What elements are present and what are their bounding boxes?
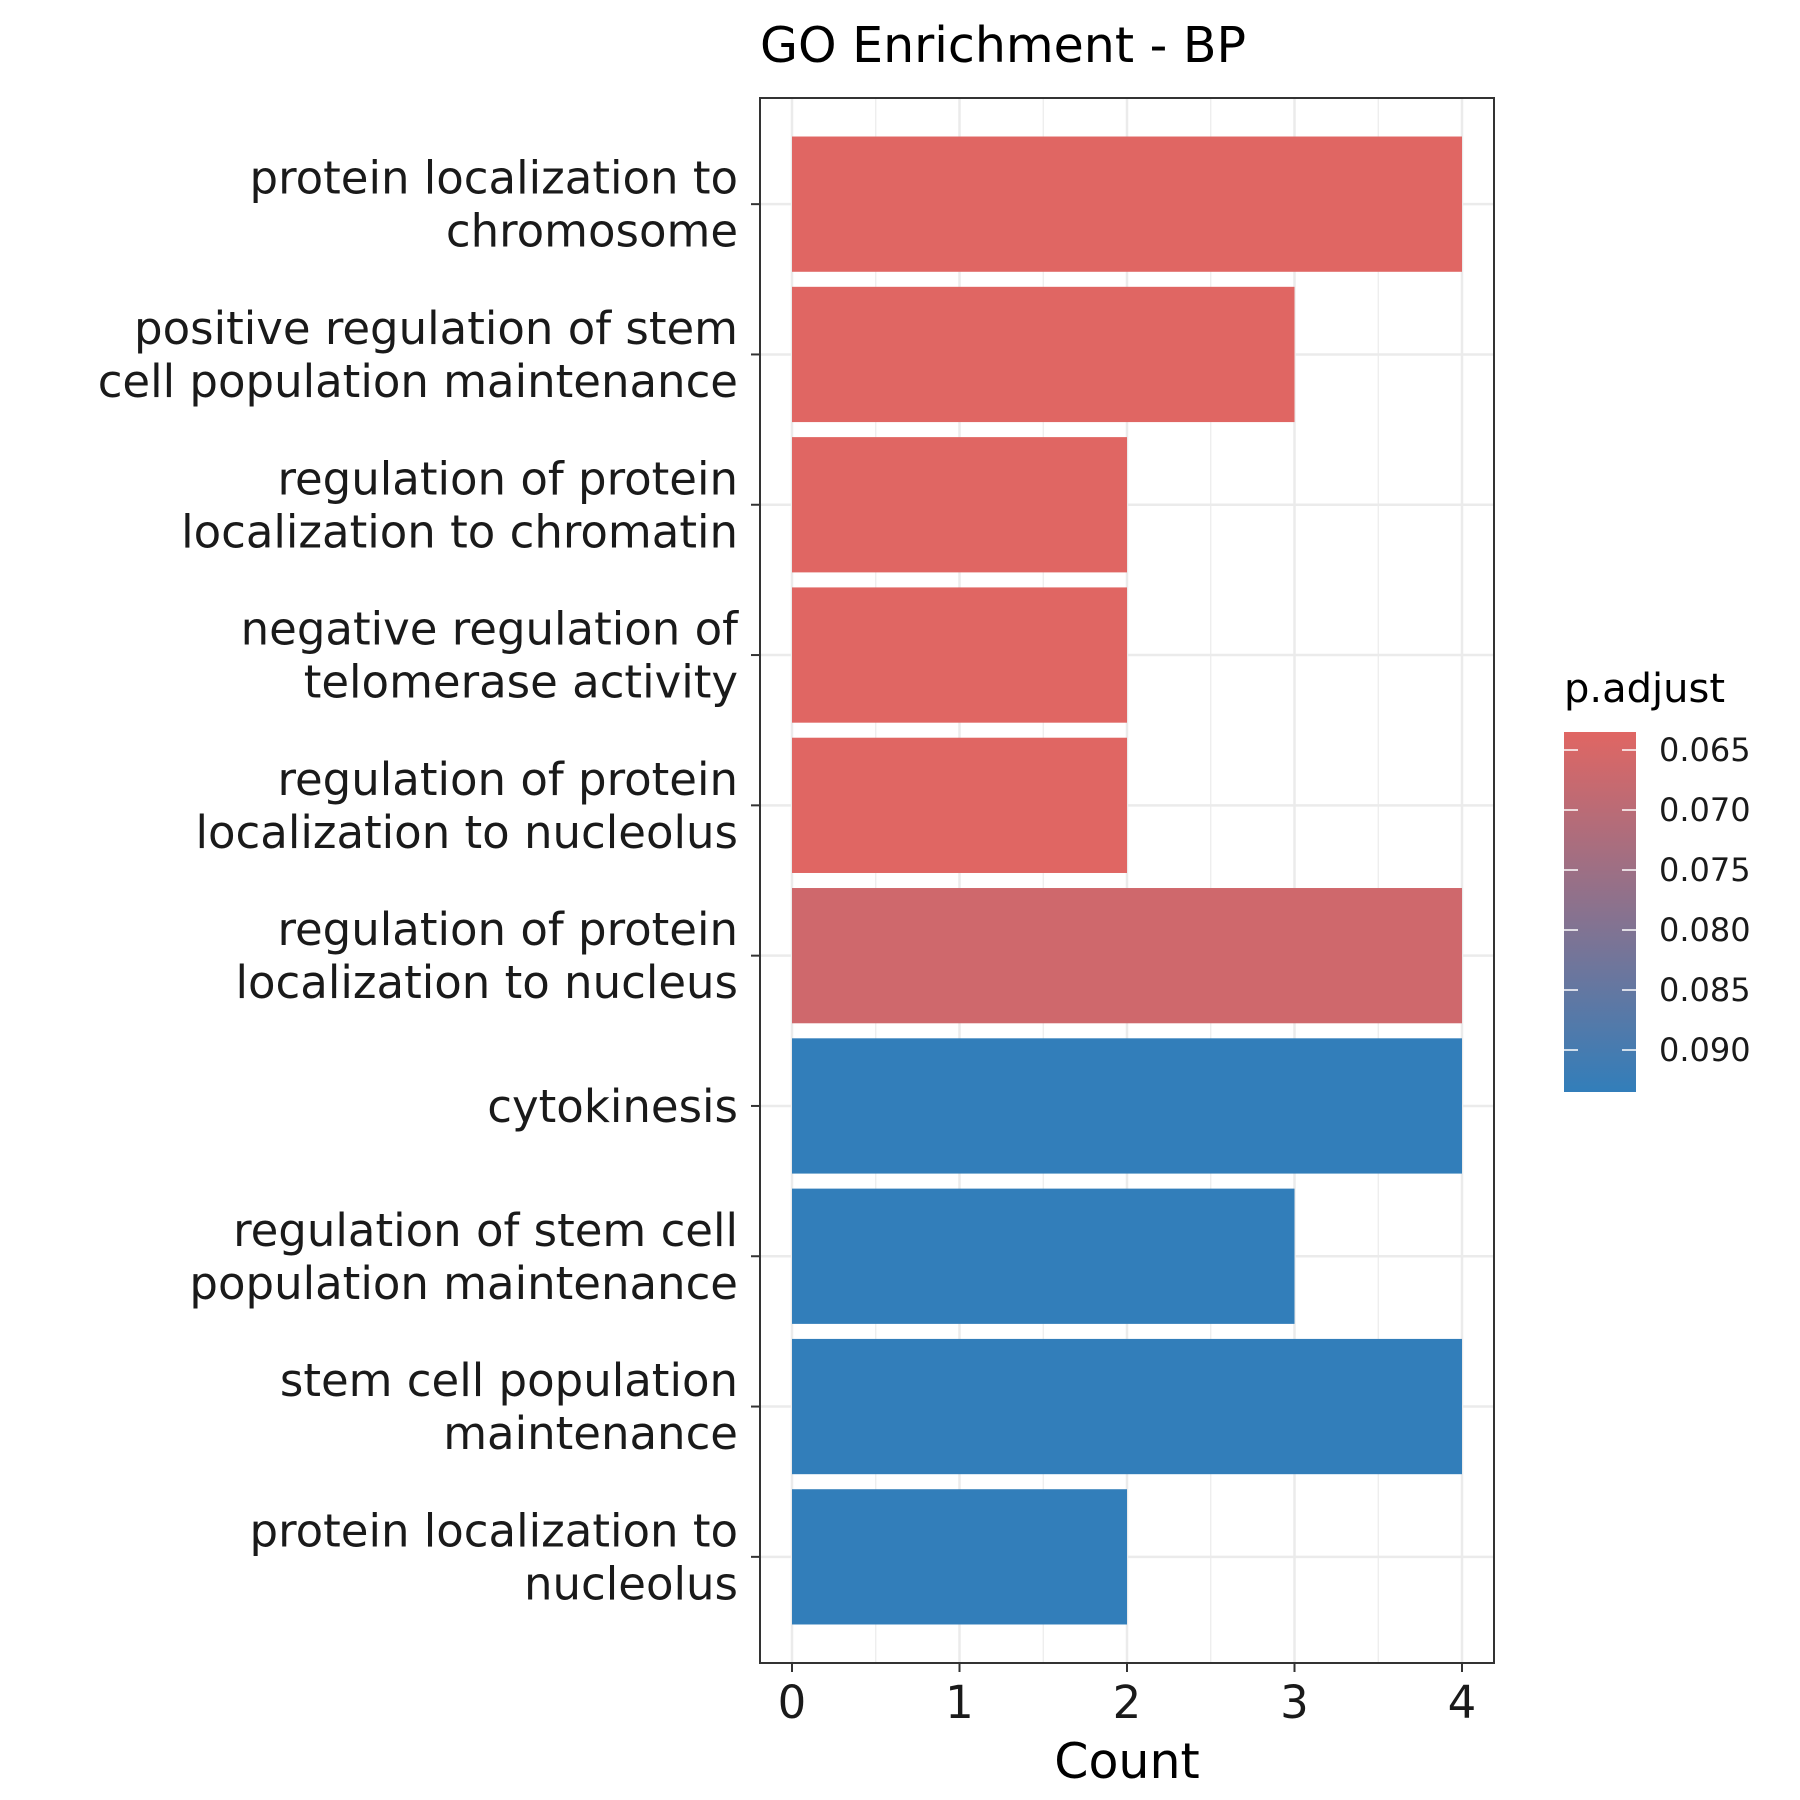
x-axis-title: Count: [1054, 1733, 1200, 1790]
y-tick-label: stem cell population maintenance: [280, 1354, 738, 1460]
bars: [792, 136, 1462, 1625]
y-tick-label-line: population maintenance: [189, 1257, 738, 1310]
bar: [792, 1038, 1462, 1174]
x-tick-label: 3: [1280, 1676, 1309, 1729]
y-tick-label-line: cell population maintenance: [98, 355, 738, 408]
y-tick-label-line: negative regulation of: [241, 603, 740, 656]
y-tick-label: cytokinesis: [487, 1080, 738, 1133]
legend-tick-label: 0.090: [1659, 1031, 1751, 1069]
legend-tick-label: 0.075: [1659, 851, 1751, 889]
y-axis: protein localization to chromosomepositiv…: [98, 152, 760, 1610]
x-tick-label: 1: [945, 1676, 974, 1729]
y-tick-label-line: positive regulation of stem: [134, 302, 738, 355]
y-tick-label-line: maintenance: [443, 1407, 738, 1460]
legend-tick-label: 0.080: [1659, 911, 1751, 949]
y-tick-label: protein localization to nucleolus: [250, 1504, 739, 1610]
legend-title: p.adjust: [1564, 666, 1725, 712]
x-tick-label: 4: [1448, 1676, 1477, 1729]
y-tick-label-line: protein localization to: [250, 152, 739, 205]
y-tick-label-line: localization to chromatin: [181, 505, 738, 558]
y-tick-label-line: chromosome: [446, 205, 738, 258]
legend-colorbar: [1564, 732, 1636, 1092]
y-tick-label-line: localization to nucleolus: [195, 806, 738, 859]
y-tick-label: regulation of protein localization to chr…: [181, 452, 738, 558]
y-tick-label-line: stem cell population: [280, 1354, 738, 1407]
y-tick-label-line: regulation of protein: [277, 903, 738, 956]
legend-tick-label: 0.085: [1659, 971, 1751, 1009]
legend-ticks: 0.065 0.070 0.075 0.080 0.085 0.090: [1564, 731, 1751, 1069]
y-tick-label: regulation of protein localization to nuc…: [195, 753, 738, 859]
y-tick-label-line: localization to nucleus: [236, 956, 738, 1009]
y-tick-label: negative regulation of telomerase activit…: [241, 603, 740, 709]
legend-tick-label: 0.065: [1659, 731, 1751, 769]
y-tick-label-line: regulation of protein: [277, 452, 738, 505]
x-tick-label: 2: [1113, 1676, 1142, 1729]
y-tick-label: regulation of protein localization to nuc…: [236, 903, 738, 1009]
bar: [792, 737, 1127, 873]
x-tick-label: 0: [778, 1676, 807, 1729]
bar: [792, 136, 1462, 272]
x-axis: 0 1 2 3 4: [778, 1663, 1477, 1729]
y-tick-label-line: regulation of protein: [277, 753, 738, 806]
legend: p.adjust 0.065 0.070 0.075 0.080 0.085 0.090: [1564, 666, 1751, 1092]
bar: [792, 1188, 1295, 1324]
y-tick-label-line: regulation of stem cell: [233, 1204, 738, 1257]
y-tick-label-line: nucleolus: [524, 1557, 738, 1610]
legend-tick-label: 0.070: [1659, 791, 1751, 829]
bar: [792, 437, 1127, 573]
y-tick-label: protein localization to chromosome: [250, 152, 739, 258]
bar: [792, 1338, 1462, 1475]
y-tick-label: regulation of stem cell population mainte…: [189, 1204, 738, 1310]
bar: [792, 1489, 1127, 1625]
y-tick-label-line: protein localization to: [250, 1504, 739, 1557]
chart-title: GO Enrichment - BP: [760, 17, 1246, 74]
y-tick-label: positive regulation of stem cell populati…: [98, 302, 738, 408]
y-tick-label-line: cytokinesis: [487, 1080, 738, 1133]
bar: [792, 286, 1295, 423]
bar: [792, 587, 1127, 723]
y-tick-label-line: telomerase activity: [304, 656, 738, 709]
bar: [792, 888, 1462, 1024]
